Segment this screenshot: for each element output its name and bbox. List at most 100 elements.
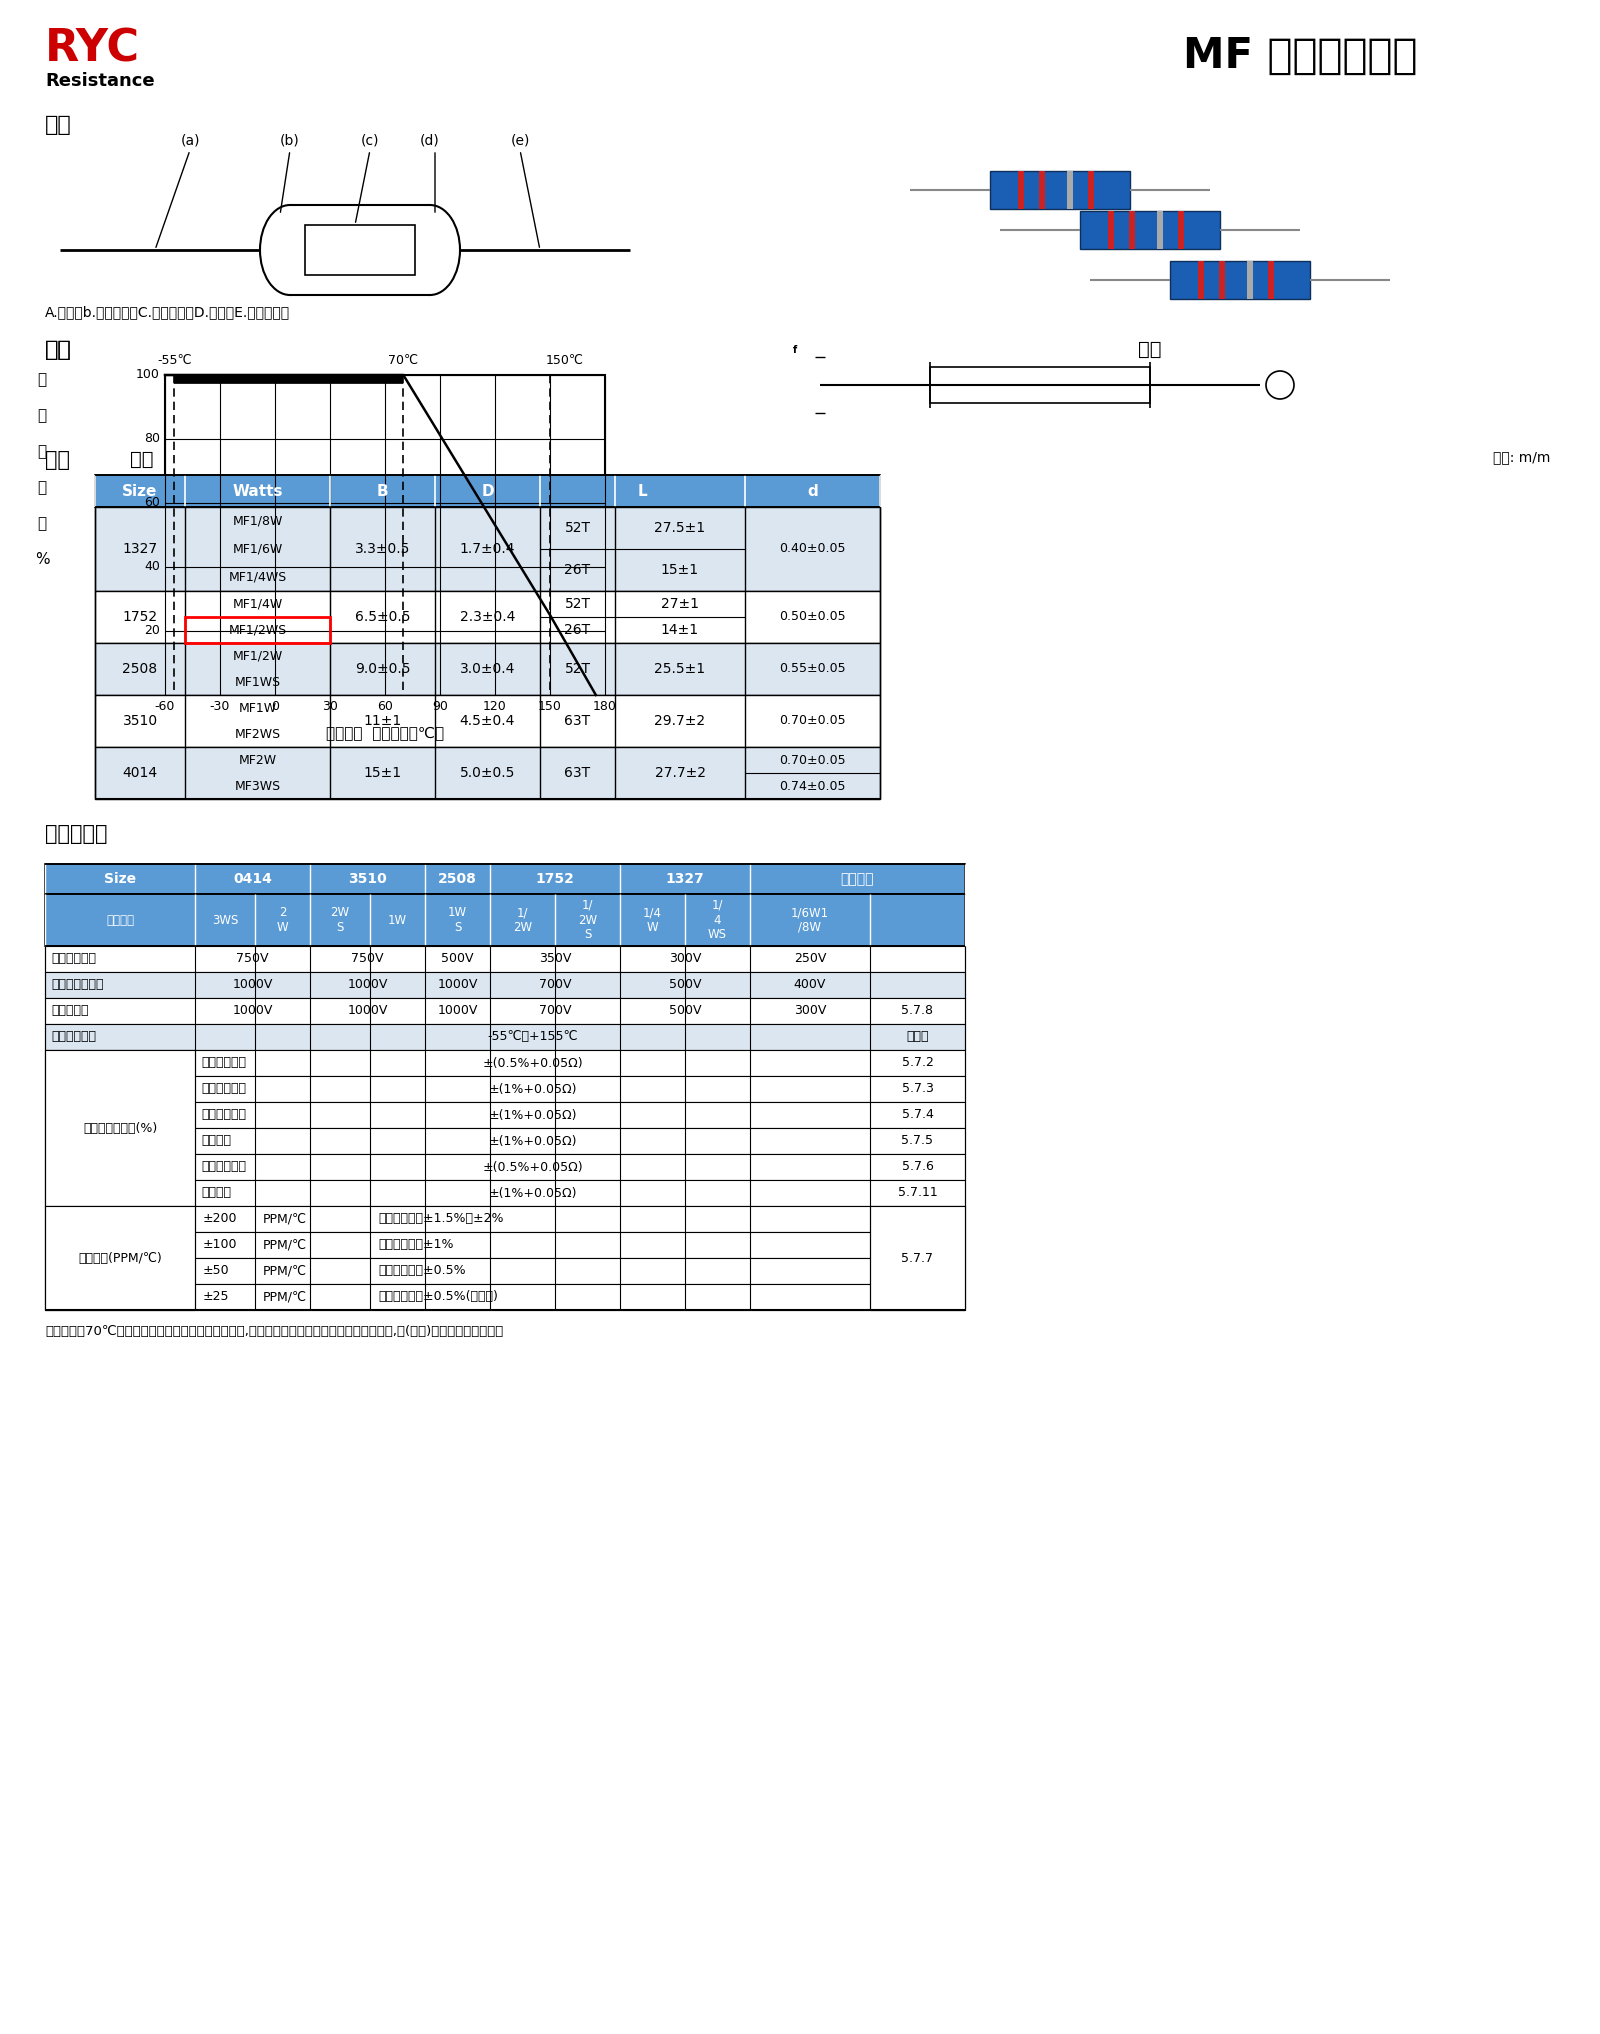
Text: 4.5±0.4: 4.5±0.4 (459, 714, 515, 728)
Text: 如图二: 如图二 (906, 1031, 928, 1043)
Text: 3510: 3510 (349, 873, 387, 887)
Text: Size: Size (104, 873, 136, 887)
Bar (1178, 212, 1184, 248)
Text: 400V: 400V (794, 978, 826, 991)
Text: MF1WS: MF1WS (235, 675, 280, 687)
Text: 2508: 2508 (123, 661, 157, 675)
Bar (1246, 260, 1253, 299)
Bar (45, 1050, 965, 1076)
Text: 25.5±1: 25.5±1 (654, 661, 706, 675)
Text: 額定: 額定 (45, 340, 72, 360)
Text: 单位: m/m: 单位: m/m (1493, 450, 1550, 464)
Bar (94, 592, 880, 643)
Bar (306, 226, 414, 275)
Text: 适用于容许差±1%: 适用于容许差±1% (378, 1239, 453, 1251)
Text: 180: 180 (594, 700, 618, 714)
Bar (94, 643, 880, 696)
Text: 1000V: 1000V (437, 978, 478, 991)
Text: 52T: 52T (565, 521, 590, 535)
Text: MF1/6W: MF1/6W (232, 543, 283, 555)
Text: 短时间过负荷: 短时间过负荷 (202, 1056, 246, 1070)
Text: MF1/4WS: MF1/4WS (229, 570, 286, 584)
Text: 5.7.3: 5.7.3 (901, 1082, 933, 1096)
Bar (186, 616, 330, 643)
Text: -60: -60 (155, 700, 174, 714)
Bar (1080, 212, 1221, 248)
Text: 3WS: 3WS (211, 913, 238, 928)
Text: RYC: RYC (45, 28, 141, 71)
Text: ±(1%+0.05Ω): ±(1%+0.05Ω) (488, 1109, 576, 1121)
Text: 尺寸: 尺寸 (45, 450, 70, 470)
Ellipse shape (400, 205, 461, 295)
Text: 1000V: 1000V (232, 1005, 272, 1017)
Bar (94, 696, 880, 746)
Text: 3.3±0.5: 3.3±0.5 (355, 541, 410, 555)
Text: 63T: 63T (565, 714, 590, 728)
Text: 1000V: 1000V (347, 1005, 387, 1017)
Text: 5.0±0.5: 5.0±0.5 (459, 767, 515, 779)
Text: 0.70±0.05: 0.70±0.05 (779, 714, 846, 728)
Text: 20: 20 (144, 624, 160, 637)
Text: Watts: Watts (232, 484, 283, 498)
Text: 构造: 构造 (45, 116, 72, 134)
Text: 750V: 750V (237, 952, 269, 966)
Text: 2.3±0.4: 2.3±0.4 (459, 610, 515, 624)
Text: 温度循环: 温度循环 (202, 1135, 230, 1147)
Text: 2W
S: 2W S (331, 905, 349, 934)
Text: D: D (482, 484, 494, 498)
Text: 在周围温度70℃以下连续使用所适用电功率的最大值,但周围温度超过上述温度时之额定电功率,依(图二)之减轻曲线递减之。: 在周围温度70℃以下连续使用所适用电功率的最大值,但周围温度超过上述温度时之额定… (45, 1324, 504, 1338)
Text: MF1/2W: MF1/2W (232, 649, 283, 663)
Text: -55℃: -55℃ (157, 354, 192, 366)
Text: 5.7.6: 5.7.6 (901, 1161, 933, 1174)
Bar (45, 895, 965, 946)
Text: 最大容许变化率(%): 最大容许变化率(%) (83, 1121, 157, 1135)
Text: ±50: ±50 (203, 1265, 230, 1277)
Text: (a): (a) (181, 134, 200, 148)
Text: Resistance: Resistance (45, 71, 155, 89)
Text: 300V: 300V (669, 952, 701, 966)
Bar (290, 205, 430, 295)
Text: ±200: ±200 (203, 1212, 237, 1227)
Text: 1/6W1
/8W: 1/6W1 /8W (790, 905, 829, 934)
Text: 350V: 350V (539, 952, 571, 966)
Text: 适用于容许差±0.5%: 适用于容许差±0.5% (378, 1265, 466, 1277)
Text: 负荷寿命试验: 负荷寿命试验 (202, 1082, 246, 1096)
Text: 5.7.5: 5.7.5 (901, 1135, 933, 1147)
Bar (45, 1233, 965, 1257)
Text: ±(1%+0.05Ω): ±(1%+0.05Ω) (488, 1186, 576, 1200)
Text: MF1W: MF1W (238, 702, 277, 714)
Text: d: d (806, 484, 818, 498)
Text: 500V: 500V (669, 978, 701, 991)
Bar (1157, 212, 1163, 248)
Text: 耐绝缘电压: 耐绝缘电压 (51, 1005, 88, 1017)
Bar (870, 1206, 965, 1310)
Text: PPM/℃: PPM/℃ (262, 1239, 307, 1251)
Text: 最高使用电压: 最高使用电压 (51, 952, 96, 966)
Text: 2
W: 2 W (277, 905, 288, 934)
Text: 率: 率 (37, 517, 46, 531)
Bar (1038, 171, 1045, 210)
Text: 300V: 300V (794, 1005, 826, 1017)
Text: MF 金属膜电阻器: MF 金属膜电阻器 (1182, 35, 1418, 77)
Text: ±25: ±25 (203, 1290, 229, 1304)
Text: （图二）  周围温度（℃）: （图二） 周围温度（℃） (326, 724, 445, 740)
Bar (930, 366, 1150, 403)
Text: MF1/2WS: MF1/2WS (229, 624, 286, 637)
Text: 9.0±0.5: 9.0±0.5 (355, 661, 410, 675)
Text: 3.0±0.4: 3.0±0.4 (459, 661, 515, 675)
Text: ±100: ±100 (203, 1239, 237, 1251)
Text: 0414: 0414 (234, 873, 272, 887)
Ellipse shape (1266, 370, 1294, 399)
Bar (45, 946, 965, 972)
Text: 500V: 500V (669, 1005, 701, 1017)
Text: 煮沸试验: 煮沸试验 (202, 1186, 230, 1200)
Text: 定: 定 (37, 409, 46, 423)
Bar (1067, 171, 1074, 210)
Text: 27±1: 27±1 (661, 598, 699, 610)
Text: 0.74±0.05: 0.74±0.05 (779, 779, 846, 793)
Bar (1267, 260, 1274, 299)
Text: ±(1%+0.05Ω): ±(1%+0.05Ω) (488, 1082, 576, 1096)
Text: (c): (c) (360, 134, 379, 148)
Text: MF1/8W: MF1/8W (232, 515, 283, 527)
Bar (94, 746, 880, 799)
